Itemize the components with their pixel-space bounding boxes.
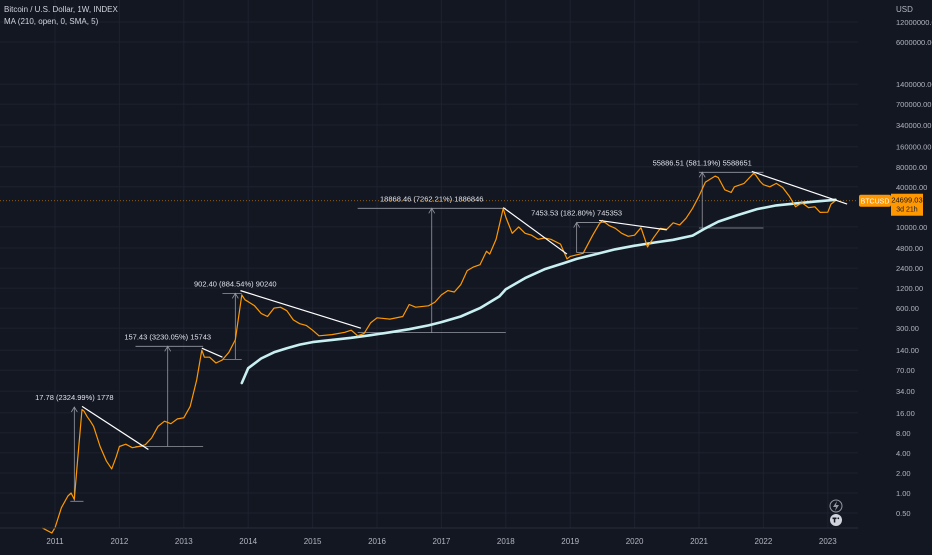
y-tick-label: 140.00 bbox=[896, 346, 919, 355]
price-axis: USD 12000000.00 6000000.00 1400000.00 700000… bbox=[896, 5, 932, 518]
symbol-tag-bg bbox=[859, 194, 891, 207]
symbol-tag-label: BTCUSD bbox=[861, 199, 890, 206]
trendline[interactable] bbox=[751, 170, 848, 205]
measure-arrow bbox=[698, 171, 706, 178]
y-tick-label: 70.00 bbox=[896, 366, 915, 375]
measure-annotations: 17.78 (2324.99%) 1778 157.43 (3230.05%) 1… bbox=[35, 158, 764, 502]
y-tick-label: 4800.00 bbox=[896, 244, 923, 253]
trendline[interactable] bbox=[81, 405, 149, 451]
x-tick-label: 2014 bbox=[239, 537, 257, 546]
y-tick-label: 700000.00 bbox=[896, 100, 931, 109]
symbol-tag: BTCUSD bbox=[859, 194, 891, 207]
x-tick-label: 2013 bbox=[175, 537, 193, 546]
price-tag: BTCUSD 24699.03 3d 21h bbox=[859, 193, 923, 216]
measure-label: 157.43 (3230.05%) 15743 bbox=[124, 332, 211, 341]
y-tick-label: 160000.00 bbox=[896, 143, 931, 152]
measure-arrow bbox=[70, 406, 78, 413]
measure-arrow bbox=[573, 221, 580, 228]
y-tick-label: 1400000.00 bbox=[896, 80, 932, 89]
measure-label: 18868.46 (7262.21%) 1886846 bbox=[380, 194, 483, 203]
y-tick-label: 4.00 bbox=[896, 449, 911, 458]
price-layer bbox=[41, 172, 836, 534]
y-tick-label: 10000.00 bbox=[896, 223, 927, 232]
ma-line bbox=[240, 198, 837, 385]
measure-label: 7453.53 (182.80%) 745353 bbox=[531, 209, 622, 218]
y-tick-label: 1.00 bbox=[896, 489, 911, 498]
measure-arrow bbox=[164, 345, 172, 352]
trendline[interactable] bbox=[240, 290, 362, 329]
measure-annotation[interactable]: 157.43 (3230.05%) 15743 bbox=[124, 332, 211, 447]
y-tick-label: 12000000.00 bbox=[896, 18, 932, 27]
x-tick-label: 2011 bbox=[46, 537, 64, 546]
price-line bbox=[41, 172, 836, 534]
measure-arrow bbox=[231, 292, 239, 299]
y-tick-label: 2400.00 bbox=[896, 264, 923, 273]
x-tick-label: 2020 bbox=[626, 537, 644, 546]
y-tick-label: 600.00 bbox=[896, 304, 919, 313]
y-tick-label: 6000000.00 bbox=[896, 38, 932, 47]
x-tick-label: 2021 bbox=[690, 537, 708, 546]
y-tick-label: 300.00 bbox=[896, 324, 919, 333]
y-tick-label: 1200.00 bbox=[896, 284, 923, 293]
measure-arrow bbox=[428, 207, 436, 214]
lightning-icon-bolt bbox=[833, 501, 839, 511]
indicator-title[interactable]: MA (210, open, 0, SMA, 5) bbox=[4, 17, 99, 26]
trendlines bbox=[81, 170, 848, 451]
tradingview-logo-mark bbox=[837, 517, 840, 520]
x-tick-label: 2018 bbox=[497, 537, 515, 546]
lightning-icon-ring bbox=[829, 499, 843, 513]
measure-annotation[interactable]: 17.78 (2324.99%) 1778 bbox=[35, 393, 114, 502]
measure-label: 55886.51 (581.19%) 5588651 bbox=[653, 158, 752, 167]
tradingview-logo-mark bbox=[833, 517, 836, 523]
y-tick-label: 34.00 bbox=[896, 387, 915, 396]
price-tag-bg bbox=[891, 193, 923, 216]
y-tick-label: 80000.00 bbox=[896, 163, 927, 172]
y-tick-label: 0.50 bbox=[896, 509, 911, 518]
ma-layer bbox=[240, 198, 837, 385]
measure-annotation[interactable]: 18868.46 (7262.21%) 1886846 bbox=[357, 194, 506, 334]
measure-label: 17.78 (2324.99%) 1778 bbox=[35, 393, 113, 402]
icons bbox=[829, 499, 843, 526]
tradingview-logo-icon[interactable] bbox=[830, 514, 842, 526]
x-tick-label: 2012 bbox=[111, 537, 129, 546]
trendline[interactable] bbox=[502, 207, 568, 255]
x-tick-label: 2022 bbox=[755, 537, 773, 546]
lightning-icon[interactable] bbox=[829, 499, 843, 513]
y-tick-label: 2.00 bbox=[896, 469, 911, 478]
price-tag-value: 24699.03 bbox=[891, 196, 922, 205]
measure-annotation[interactable]: 902.40 (884.54%) 90240 bbox=[194, 279, 277, 360]
x-tick-label: 2016 bbox=[368, 537, 386, 546]
y-tick-label: 340000.00 bbox=[896, 121, 931, 130]
grid bbox=[0, 0, 858, 528]
currency-label: USD bbox=[896, 5, 913, 14]
measure-label: 902.40 (884.54%) 90240 bbox=[194, 279, 277, 288]
y-tick-label: 8.00 bbox=[896, 429, 911, 438]
price-tag-countdown: 3d 21h bbox=[896, 207, 918, 214]
x-tick-label: 2017 bbox=[433, 537, 451, 546]
x-tick-label: 2023 bbox=[819, 537, 837, 546]
legend: Bitcoin / U.S. Dollar, 1W, INDEX MA (210… bbox=[4, 4, 118, 28]
symbol-title[interactable]: Bitcoin / U.S. Dollar, 1W, INDEX bbox=[4, 5, 118, 14]
trendline[interactable] bbox=[201, 347, 223, 358]
x-tick-label: 2019 bbox=[561, 537, 579, 546]
tradingview-logo-bg bbox=[830, 514, 842, 526]
time-axis: 2011 2012 2013 2014 2015 2016 2017 2018 2019 2020… bbox=[0, 527, 858, 546]
trendline[interactable] bbox=[599, 219, 667, 231]
y-tick-label: 16.00 bbox=[896, 409, 915, 418]
price-tag: 24699.03 3d 21h bbox=[891, 193, 923, 216]
x-tick-label: 2015 bbox=[304, 537, 322, 546]
y-tick-label: 40000.00 bbox=[896, 183, 927, 192]
